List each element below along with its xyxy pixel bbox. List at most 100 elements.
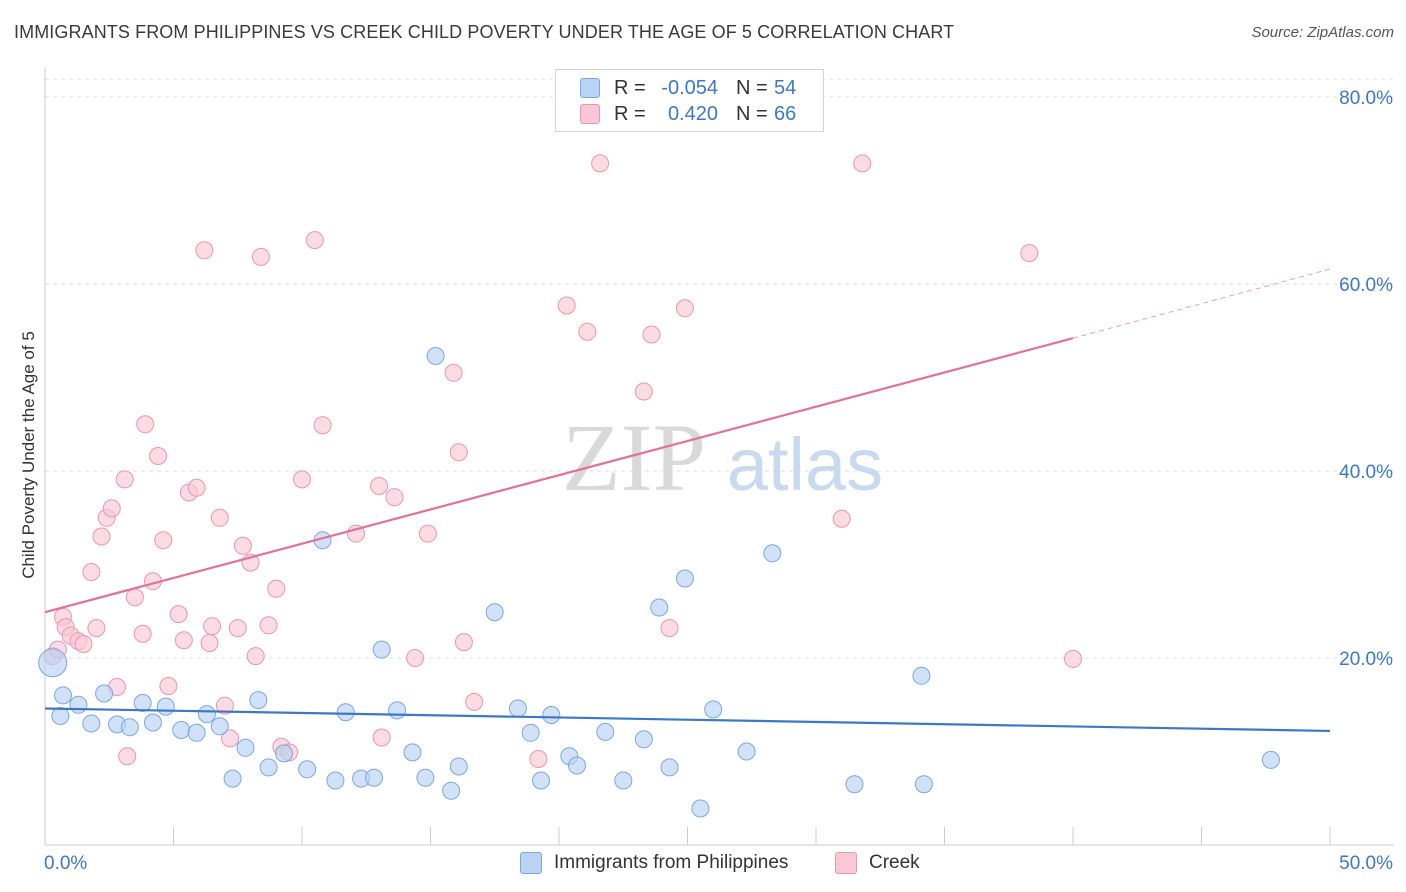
x-tick-label: 0.0%	[44, 853, 87, 874]
watermark: ZIP atlas	[562, 404, 883, 511]
creek-point	[136, 415, 155, 434]
creek-point	[115, 470, 134, 489]
philippines-point	[614, 771, 633, 790]
philippines-point	[691, 799, 710, 818]
creek-trend-extension	[1072, 268, 1331, 339]
creek-point	[118, 747, 137, 766]
creek-point	[87, 619, 106, 638]
philippines-point	[1261, 750, 1280, 769]
creek-point	[634, 382, 653, 401]
creek-point	[370, 477, 389, 495]
philippines-point	[372, 640, 391, 659]
creek-point	[675, 299, 694, 318]
philippines-point	[69, 695, 88, 714]
philippines-point	[54, 686, 72, 705]
series-legend-philippines: Immigrants from Philippines	[520, 852, 788, 874]
creek-point	[259, 616, 278, 635]
y-tick-label: 20.0%	[1339, 649, 1393, 670]
y-tick-label: 40.0%	[1339, 462, 1393, 483]
philippines-point	[388, 701, 407, 720]
creek-point	[174, 631, 193, 650]
philippines-point	[449, 757, 468, 776]
n-label: N =	[736, 76, 768, 99]
philippines-point	[172, 721, 191, 739]
philippines-point	[298, 760, 317, 779]
watermark-atlas: atlas	[727, 423, 883, 506]
legend-row-creek: R = 0.420 N = 66	[580, 102, 796, 126]
creek-point	[149, 447, 168, 465]
philippines-point	[737, 742, 756, 761]
creek-point	[102, 499, 121, 518]
series-name-creek: Creek	[869, 852, 920, 873]
philippines-point	[82, 714, 101, 733]
creek-point	[444, 363, 463, 382]
watermark-zip: ZIP	[562, 404, 706, 511]
creek-point	[221, 729, 239, 748]
creek-point	[465, 692, 484, 711]
philippines-point	[532, 771, 550, 790]
philippines-point	[634, 730, 653, 749]
creek-point	[853, 154, 872, 173]
x-tick-label: 50.0%	[1339, 853, 1393, 874]
philippines-point	[416, 768, 435, 787]
creek-point	[125, 588, 144, 607]
philippines-point	[365, 768, 383, 787]
series-name-philippines: Immigrants from Philippines	[554, 852, 789, 873]
creek-trend-line	[44, 337, 1074, 614]
philippines-point	[763, 544, 782, 563]
philippines-point	[426, 347, 445, 365]
philippines-point	[650, 598, 669, 617]
creek-point	[642, 325, 661, 344]
philippines-point	[210, 717, 229, 736]
creek-point	[578, 322, 597, 341]
tick-labels: 20.0% 40.0% 60.0% 80.0% 0.0% 50.0%	[44, 88, 1393, 874]
philippines-point	[845, 775, 864, 794]
creek-point	[529, 750, 548, 768]
r-value: -0.054	[661, 76, 718, 99]
philippines-point	[912, 666, 931, 685]
philippines-point	[542, 706, 561, 724]
philippines-point	[596, 722, 615, 741]
creek-point	[1064, 649, 1082, 668]
creek-point	[92, 527, 111, 546]
creek-point	[159, 677, 178, 695]
creek-point	[228, 619, 247, 638]
creek-point	[215, 696, 234, 715]
creek-point	[293, 470, 311, 489]
philippines-point	[336, 703, 355, 722]
creek-point	[187, 478, 206, 497]
creek-point	[200, 634, 219, 652]
creek-point	[195, 241, 214, 260]
axes	[44, 67, 1394, 846]
creek-point	[832, 509, 851, 528]
creek-point	[251, 247, 270, 266]
r-value: 0.420	[667, 102, 718, 125]
n-label: N =	[736, 102, 768, 125]
creek-point	[169, 605, 188, 624]
creek-point	[82, 563, 101, 581]
series-swatch-philippines	[520, 852, 542, 874]
chart-title: IMMIGRANTS FROM PHILIPPINES VS CREEK CHI…	[14, 22, 955, 42]
philippines-point	[197, 705, 216, 724]
philippines-point	[485, 603, 504, 622]
legend-swatch-philippines	[580, 78, 600, 98]
series-swatch-creek	[835, 852, 857, 874]
philippines-point	[51, 707, 70, 725]
philippines-point	[508, 699, 527, 718]
philippines-point	[223, 769, 242, 788]
creek-point	[454, 633, 473, 652]
creek-point	[133, 624, 152, 643]
creek-point	[406, 649, 425, 667]
creek-point	[449, 443, 468, 462]
philippines-point	[156, 697, 175, 716]
creek-point	[233, 536, 252, 555]
philippines-point	[675, 569, 694, 588]
n-value: 66	[774, 102, 797, 125]
correlation-legend: R = -0.054 N = 54 R = 0.420 N = 66	[555, 69, 824, 132]
philippines-point	[704, 700, 723, 719]
philippines-point	[143, 713, 162, 732]
philippines-point	[442, 781, 461, 800]
creek-point	[210, 508, 229, 527]
philippines-point	[133, 693, 152, 712]
